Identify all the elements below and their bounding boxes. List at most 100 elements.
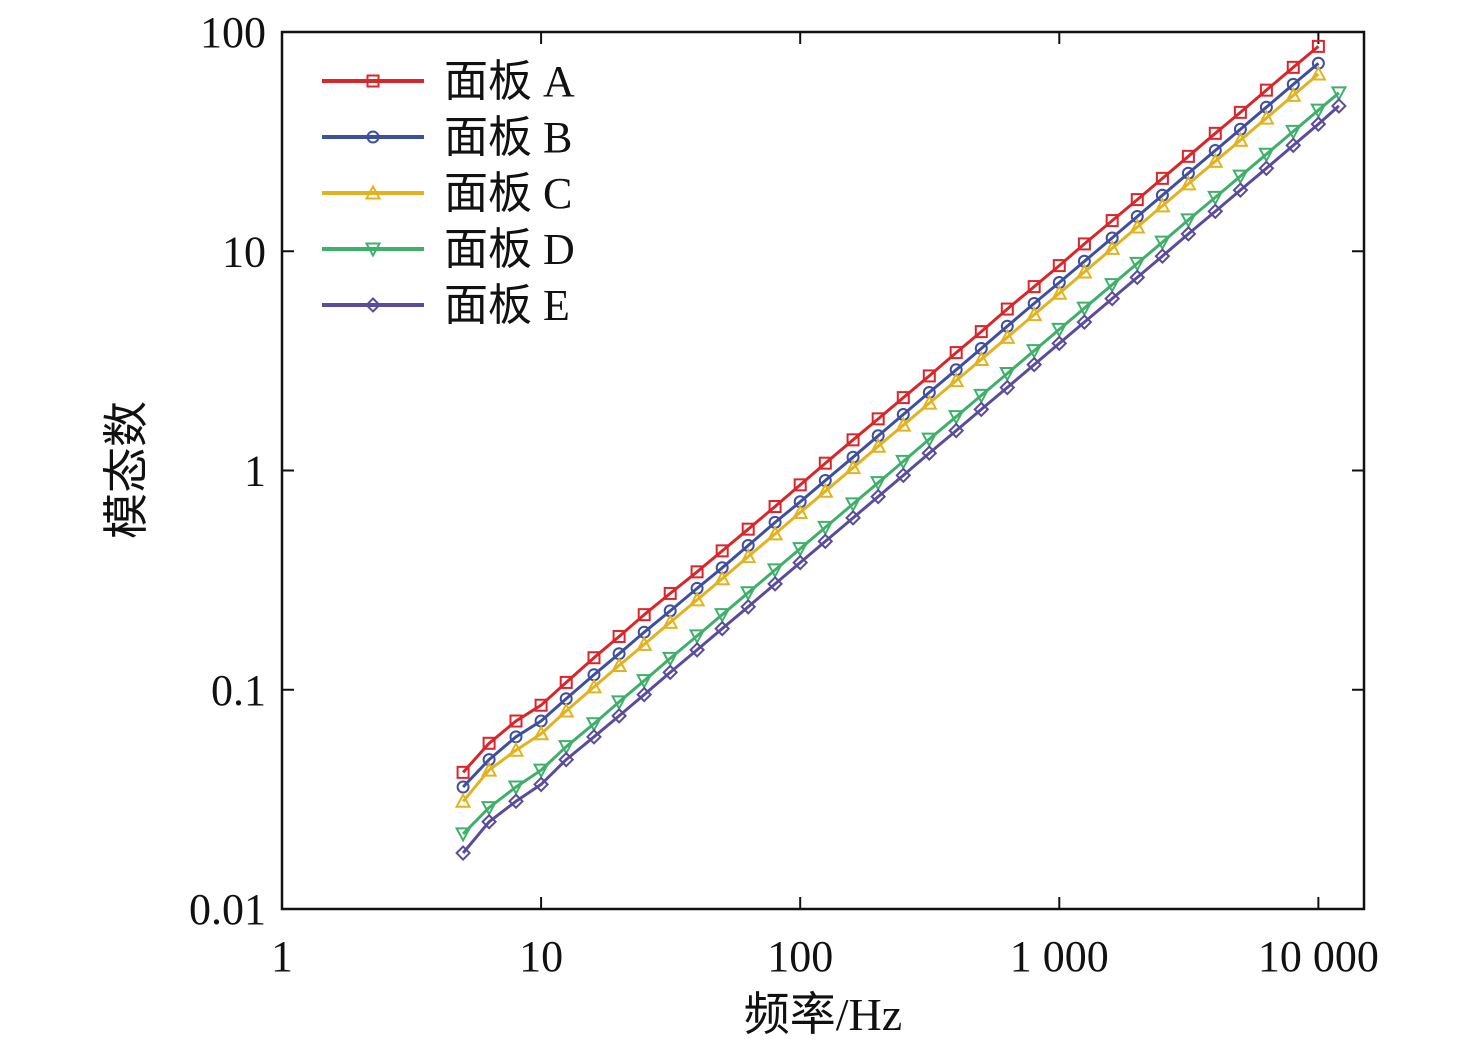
data-point [454, 827, 472, 843]
data-point [871, 412, 885, 426]
data-point [1285, 124, 1302, 141]
x-tick-label: 1 000 [1010, 932, 1109, 981]
y-tick-label: 100 [200, 8, 266, 57]
data-point [741, 522, 755, 536]
data-point [973, 388, 990, 405]
x-tick-label: 1 [271, 932, 293, 981]
data-point [1155, 171, 1169, 185]
legend-swatch-marker [366, 130, 380, 144]
data-point [974, 325, 988, 339]
data-point [1233, 105, 1247, 119]
data-point [482, 736, 496, 750]
data-point [1181, 149, 1195, 163]
data-point [662, 613, 679, 629]
series-e [455, 98, 1347, 861]
data-point [1258, 147, 1275, 163]
data-point [1025, 306, 1043, 322]
data-point [870, 476, 887, 492]
data-point [1076, 314, 1093, 331]
data-point [1207, 190, 1224, 207]
data-point [740, 586, 757, 602]
data-point [1259, 83, 1273, 97]
data-point [1232, 131, 1249, 147]
data-point [586, 728, 602, 745]
data-point [999, 379, 1016, 396]
data-point [1180, 225, 1197, 242]
data-point [1310, 116, 1327, 133]
data-point [637, 608, 651, 622]
data-point [714, 620, 731, 637]
data-point [507, 741, 525, 757]
data-point [792, 542, 809, 558]
data-point [895, 467, 912, 484]
legend-item: 面板 A [322, 57, 575, 106]
series-line [462, 62, 1320, 789]
data-point [921, 445, 938, 462]
data-point [715, 544, 729, 558]
data-point [1103, 278, 1121, 294]
data-point [999, 328, 1016, 344]
data-point [870, 488, 887, 505]
data-point [766, 525, 784, 541]
data-point [663, 586, 677, 600]
x-tick-label: 100 [767, 932, 833, 981]
data-point [1258, 109, 1275, 125]
data-point [922, 369, 936, 383]
data-point [1103, 239, 1121, 255]
legend-item: 面板 E [322, 281, 570, 330]
data-point [508, 793, 524, 810]
legend-label: 面板 A [444, 57, 575, 106]
data-point [610, 695, 628, 711]
data-point [610, 656, 628, 673]
series-c [454, 65, 1327, 808]
series-a [456, 39, 1325, 779]
data-point [1311, 39, 1325, 53]
data-point [455, 845, 472, 861]
data-point [947, 410, 965, 426]
series-line [462, 91, 1340, 835]
data-point [559, 675, 573, 689]
legend-swatch-marker [364, 184, 382, 200]
data-point [1258, 160, 1275, 177]
data-point [767, 575, 783, 592]
data-point [587, 651, 601, 665]
data-point [817, 533, 834, 550]
y-tick-label: 10 [222, 227, 266, 276]
data-point [1180, 213, 1197, 229]
data-point [456, 765, 470, 779]
data-point [1207, 152, 1224, 168]
series-line [461, 104, 1340, 854]
series-b [456, 56, 1325, 794]
data-point [612, 629, 626, 643]
legend-label: 面板 B [444, 113, 572, 162]
data-point [507, 780, 525, 796]
data-point [532, 763, 550, 779]
y-tick-label: 1 [244, 447, 266, 496]
data-point [740, 547, 757, 564]
data-point [714, 608, 731, 624]
data-point [1051, 322, 1068, 339]
data-point [636, 686, 653, 703]
series-line [461, 72, 1320, 803]
data-point [532, 725, 550, 741]
data-point [1232, 169, 1249, 185]
data-point [949, 346, 963, 360]
series-d [454, 86, 1348, 843]
data-point [690, 565, 704, 579]
data-point [585, 678, 603, 694]
data-point [1310, 65, 1327, 81]
data-point [662, 651, 679, 667]
data-point [921, 394, 938, 410]
data-point [817, 482, 834, 498]
x-tick-label: 10 [519, 932, 563, 981]
legend-swatch-marker [364, 242, 382, 258]
data-point [509, 714, 523, 728]
y-axis-ticks: 0.01 0.1 1 10 100 [189, 8, 1364, 934]
data-point [611, 707, 628, 724]
x-axis-title: 频率/Hz [744, 989, 902, 1040]
data-point [1052, 259, 1066, 273]
data-point [1330, 98, 1347, 114]
series-layer [454, 39, 1348, 861]
data-point [921, 432, 938, 448]
data-point [1077, 237, 1091, 251]
